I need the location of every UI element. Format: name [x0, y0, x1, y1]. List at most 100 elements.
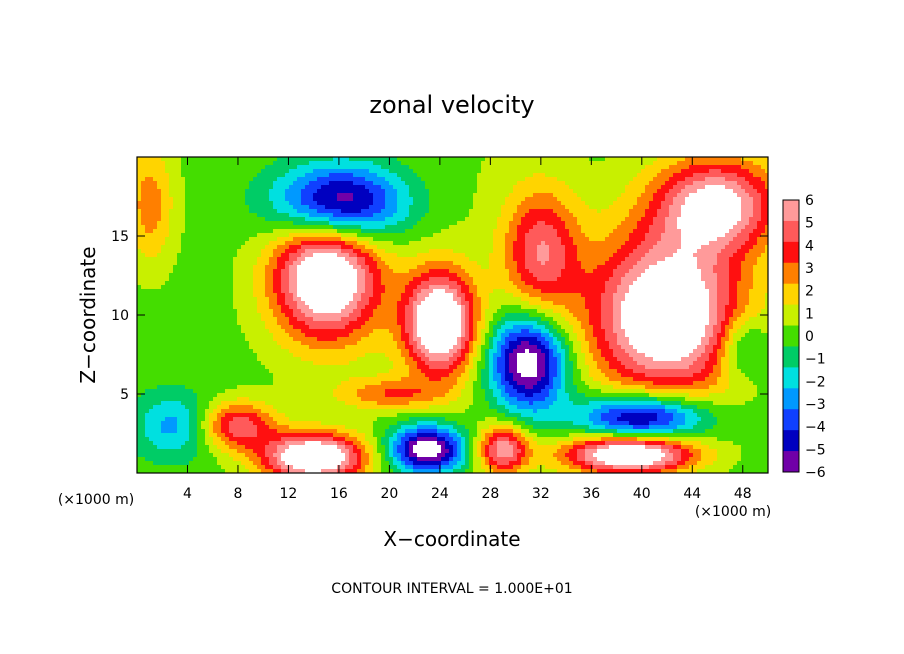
- field-cell: [265, 225, 270, 230]
- field-cell: [509, 169, 514, 174]
- field-cell: [733, 273, 738, 278]
- field-cell: [353, 201, 358, 206]
- field-cell: [633, 221, 638, 226]
- field-cell: [657, 277, 662, 282]
- field-cell: [569, 253, 574, 258]
- field-cell: [453, 257, 458, 262]
- field-cell: [649, 157, 654, 162]
- field-cell: [141, 273, 146, 278]
- field-cell: [261, 189, 266, 194]
- field-cell: [445, 173, 450, 178]
- field-cell: [193, 189, 198, 194]
- field-cell: [337, 221, 342, 226]
- field-cell: [509, 253, 514, 258]
- field-cell: [517, 237, 522, 242]
- field-cell: [573, 253, 578, 258]
- field-cell: [389, 277, 394, 282]
- field-cell: [157, 265, 162, 270]
- field-cell: [641, 229, 646, 234]
- field-cell: [173, 209, 178, 214]
- field-cell: [357, 265, 362, 270]
- field-cell: [201, 281, 206, 286]
- field-cell: [221, 161, 226, 166]
- field-cell: [397, 157, 402, 162]
- field-cell: [649, 169, 654, 174]
- field-cell: [601, 257, 606, 262]
- field-cell: [261, 225, 266, 230]
- field-cell: [253, 209, 258, 214]
- field-cell: [385, 161, 390, 166]
- field-cell: [709, 269, 714, 274]
- field-cell: [661, 241, 666, 246]
- field-cell: [701, 257, 706, 262]
- field-cell: [741, 245, 746, 250]
- field-cell: [297, 193, 302, 198]
- field-cell: [717, 229, 722, 234]
- field-cell: [517, 257, 522, 262]
- field-cell: [245, 269, 250, 274]
- field-cell: [265, 213, 270, 218]
- field-cell: [689, 157, 694, 162]
- field-cell: [621, 201, 626, 206]
- field-cell: [533, 245, 538, 250]
- field-cell: [705, 213, 710, 218]
- field-cell: [197, 181, 202, 186]
- field-cell: [529, 189, 534, 194]
- field-cell: [465, 241, 470, 246]
- field-cell: [697, 177, 702, 182]
- field-cell: [341, 205, 346, 210]
- field-cell: [153, 205, 158, 210]
- field-cell: [661, 161, 666, 166]
- field-cell: [373, 201, 378, 206]
- field-cell: [341, 217, 346, 222]
- field-cell: [201, 161, 206, 166]
- field-cell: [425, 189, 430, 194]
- field-cell: [649, 277, 654, 282]
- field-cell: [325, 249, 330, 254]
- field-cell: [437, 249, 442, 254]
- field-cell: [509, 281, 514, 286]
- field-cell: [409, 273, 414, 278]
- field-cell: [193, 169, 198, 174]
- field-cell: [421, 177, 426, 182]
- field-cell: [345, 173, 350, 178]
- field-cell: [193, 253, 198, 258]
- field-cell: [657, 193, 662, 198]
- field-cell: [765, 261, 768, 266]
- field-cell: [401, 237, 406, 242]
- field-cell: [157, 253, 162, 258]
- field-cell: [557, 177, 562, 182]
- field-cell: [165, 177, 170, 182]
- field-cell: [165, 161, 170, 166]
- field-cell: [517, 185, 522, 190]
- field-cell: [185, 185, 190, 190]
- field-cell: [649, 177, 654, 182]
- field-cell: [485, 253, 490, 258]
- field-cell: [669, 249, 674, 254]
- field-cell: [437, 265, 442, 270]
- field-cell: [521, 221, 526, 226]
- field-cell: [361, 253, 366, 258]
- field-cell: [237, 201, 242, 206]
- field-cell: [721, 265, 726, 270]
- field-cell: [637, 213, 642, 218]
- field-cell: [589, 277, 594, 282]
- field-cell: [469, 169, 474, 174]
- field-cell: [345, 217, 350, 222]
- field-cell: [201, 257, 206, 262]
- field-cell: [673, 233, 678, 238]
- field-cell: [609, 169, 614, 174]
- field-cell: [353, 173, 358, 178]
- field-cell: [581, 277, 586, 282]
- field-cell: [513, 177, 518, 182]
- field-cell: [137, 265, 142, 270]
- field-cell: [281, 209, 286, 214]
- field-cell: [257, 225, 262, 230]
- field-cell: [549, 173, 554, 178]
- field-cell: [713, 245, 718, 250]
- field-cell: [145, 161, 150, 166]
- field-cell: [665, 241, 670, 246]
- field-cell: [349, 265, 354, 270]
- field-cell: [657, 185, 662, 190]
- field-cell: [405, 261, 410, 266]
